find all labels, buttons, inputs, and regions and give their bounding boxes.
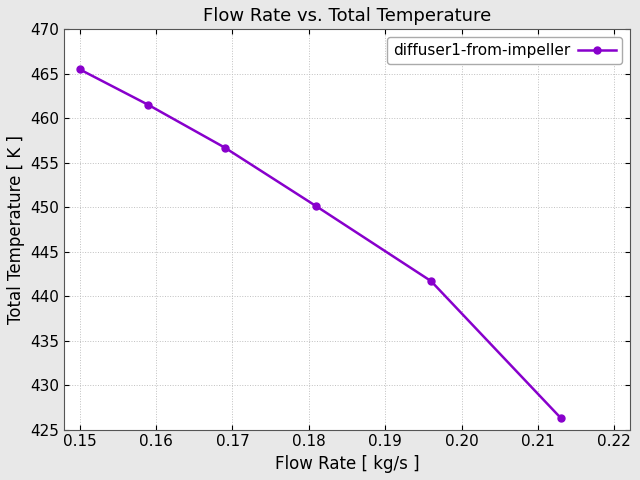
Legend: diffuser1-from-impeller: diffuser1-from-impeller	[387, 37, 622, 64]
diffuser1-from-impeller	[145, 102, 152, 108]
diffuser1-from-impeller	[221, 145, 228, 151]
diffuser1-from-impeller	[427, 278, 435, 284]
Y-axis label: Total Temperature [ K ]: Total Temperature [ K ]	[7, 135, 25, 324]
diffuser1-from-impeller	[76, 66, 83, 72]
diffuser1-from-impeller	[312, 204, 320, 209]
X-axis label: Flow Rate [ kg/s ]: Flow Rate [ kg/s ]	[275, 455, 419, 473]
Title: Flow Rate vs. Total Temperature: Flow Rate vs. Total Temperature	[203, 7, 491, 25]
Line: diffuser1-from-impeller: diffuser1-from-impeller	[76, 66, 564, 421]
diffuser1-from-impeller	[557, 415, 564, 421]
